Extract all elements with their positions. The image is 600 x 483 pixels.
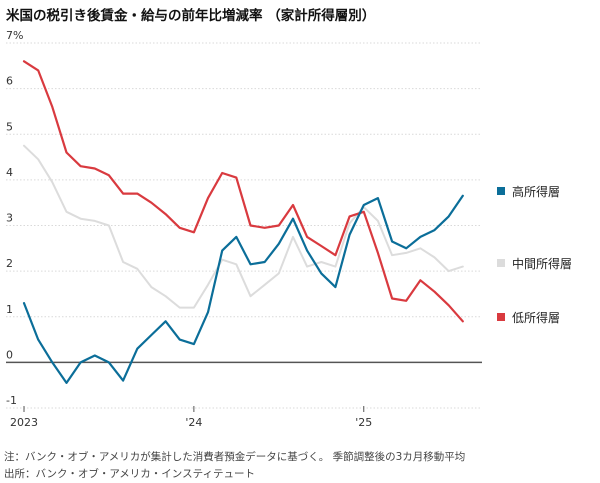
series-line-high-income	[22, 194, 464, 384]
chart-title: 米国の税引き後賃金・給与の前年比増減率 （家計所得層別）	[6, 8, 376, 24]
y-tick-label: 4	[6, 166, 13, 179]
x-tick-label: '24	[185, 416, 202, 429]
legend-swatch	[497, 187, 505, 195]
y-axis-ticks: 7% 6 5 4 3 2 1 0 -1	[6, 29, 23, 407]
series-line-middle-income	[23, 144, 464, 309]
x-tick-label: '25	[355, 416, 372, 429]
y-tick-label: 7%	[6, 29, 23, 42]
chart-source: 出所：バンク・オブ・アメリカ・インスティテュート	[4, 468, 255, 480]
chart-note: 注：バンク・オブ・アメリカが集計した消費者預金データに基づく。 季節調整後の3カ…	[4, 451, 466, 463]
y-tick-label: 6	[6, 75, 13, 88]
series-lines	[22, 60, 464, 384]
gridlines	[6, 42, 482, 409]
series-line-low-income	[22, 60, 464, 323]
y-tick-label: 2	[6, 257, 13, 270]
y-tick-label: 1	[6, 303, 13, 316]
y-tick-label: 3	[6, 212, 13, 225]
legend-label: 低所得層	[512, 310, 560, 325]
x-axis-ticks: 2023 '24 '25	[10, 406, 372, 429]
legend-swatch	[497, 259, 505, 267]
y-tick-label: -1	[6, 394, 17, 407]
legend-swatch	[497, 313, 505, 321]
y-tick-label: 5	[6, 120, 13, 133]
y-tick-label: 0	[6, 348, 13, 361]
legend-label: 高所得層	[512, 184, 560, 199]
x-tick-label: 2023	[10, 416, 38, 429]
legend-label: 中間所得層	[512, 256, 572, 271]
